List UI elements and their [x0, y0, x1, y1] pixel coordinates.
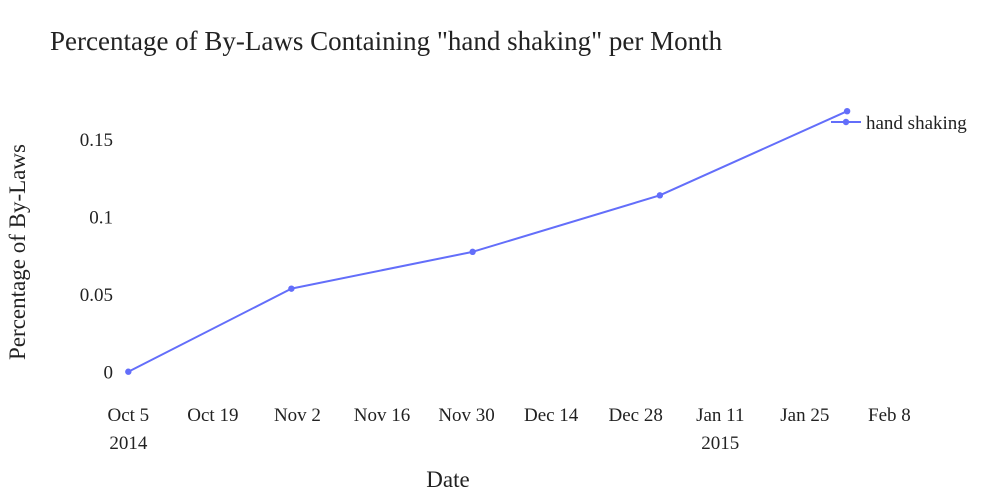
x-tick-label: Oct 19 [187, 405, 238, 426]
x-tick-label: Nov 2 [274, 405, 321, 426]
data-point[interactable] [469, 248, 476, 256]
x-tick-year-label: 2015 [701, 433, 739, 454]
x-tick-label: Dec 14 [524, 405, 579, 426]
y-axis-ticks: 0 0.05 0.1 0.15 [80, 130, 113, 384]
data-point[interactable] [843, 107, 851, 115]
chart-title: Percentage of By-Laws Containing "hand s… [50, 26, 723, 56]
legend[interactable]: hand shaking [831, 113, 967, 134]
x-tick-label: Dec 28 [609, 405, 663, 426]
data-point[interactable] [288, 285, 295, 292]
x-tick-label: Oct 5 [107, 405, 149, 426]
legend-marker [842, 118, 850, 126]
data-point[interactable] [656, 192, 664, 199]
x-tick-label: Nov 30 [438, 405, 494, 426]
y-tick-label: 0.05 [80, 285, 113, 306]
y-tick-label: 0 [104, 363, 114, 384]
x-axis-ticks: Oct 5 2014 Oct 19 Nov 2 Nov 16 Nov 30 Dec 14 De… [107, 405, 910, 454]
y-tick-label: 0.1 [89, 207, 113, 228]
x-tick-label: Feb 8 [868, 405, 911, 426]
legend-label: hand shaking [866, 113, 967, 134]
y-tick-label: 0.15 [80, 130, 113, 151]
data-point[interactable] [125, 368, 132, 375]
x-tick-label: Nov 16 [354, 405, 410, 426]
x-tick-label: Jan 11 [696, 405, 744, 426]
series-line [127, 110, 848, 373]
plot-area [125, 107, 851, 375]
y-axis-title: Percentage of By-Laws [5, 144, 30, 360]
x-tick-year-label: 2014 [109, 433, 148, 454]
x-tick-label: Jan 25 [780, 405, 829, 426]
x-axis-title: Date [426, 467, 469, 492]
